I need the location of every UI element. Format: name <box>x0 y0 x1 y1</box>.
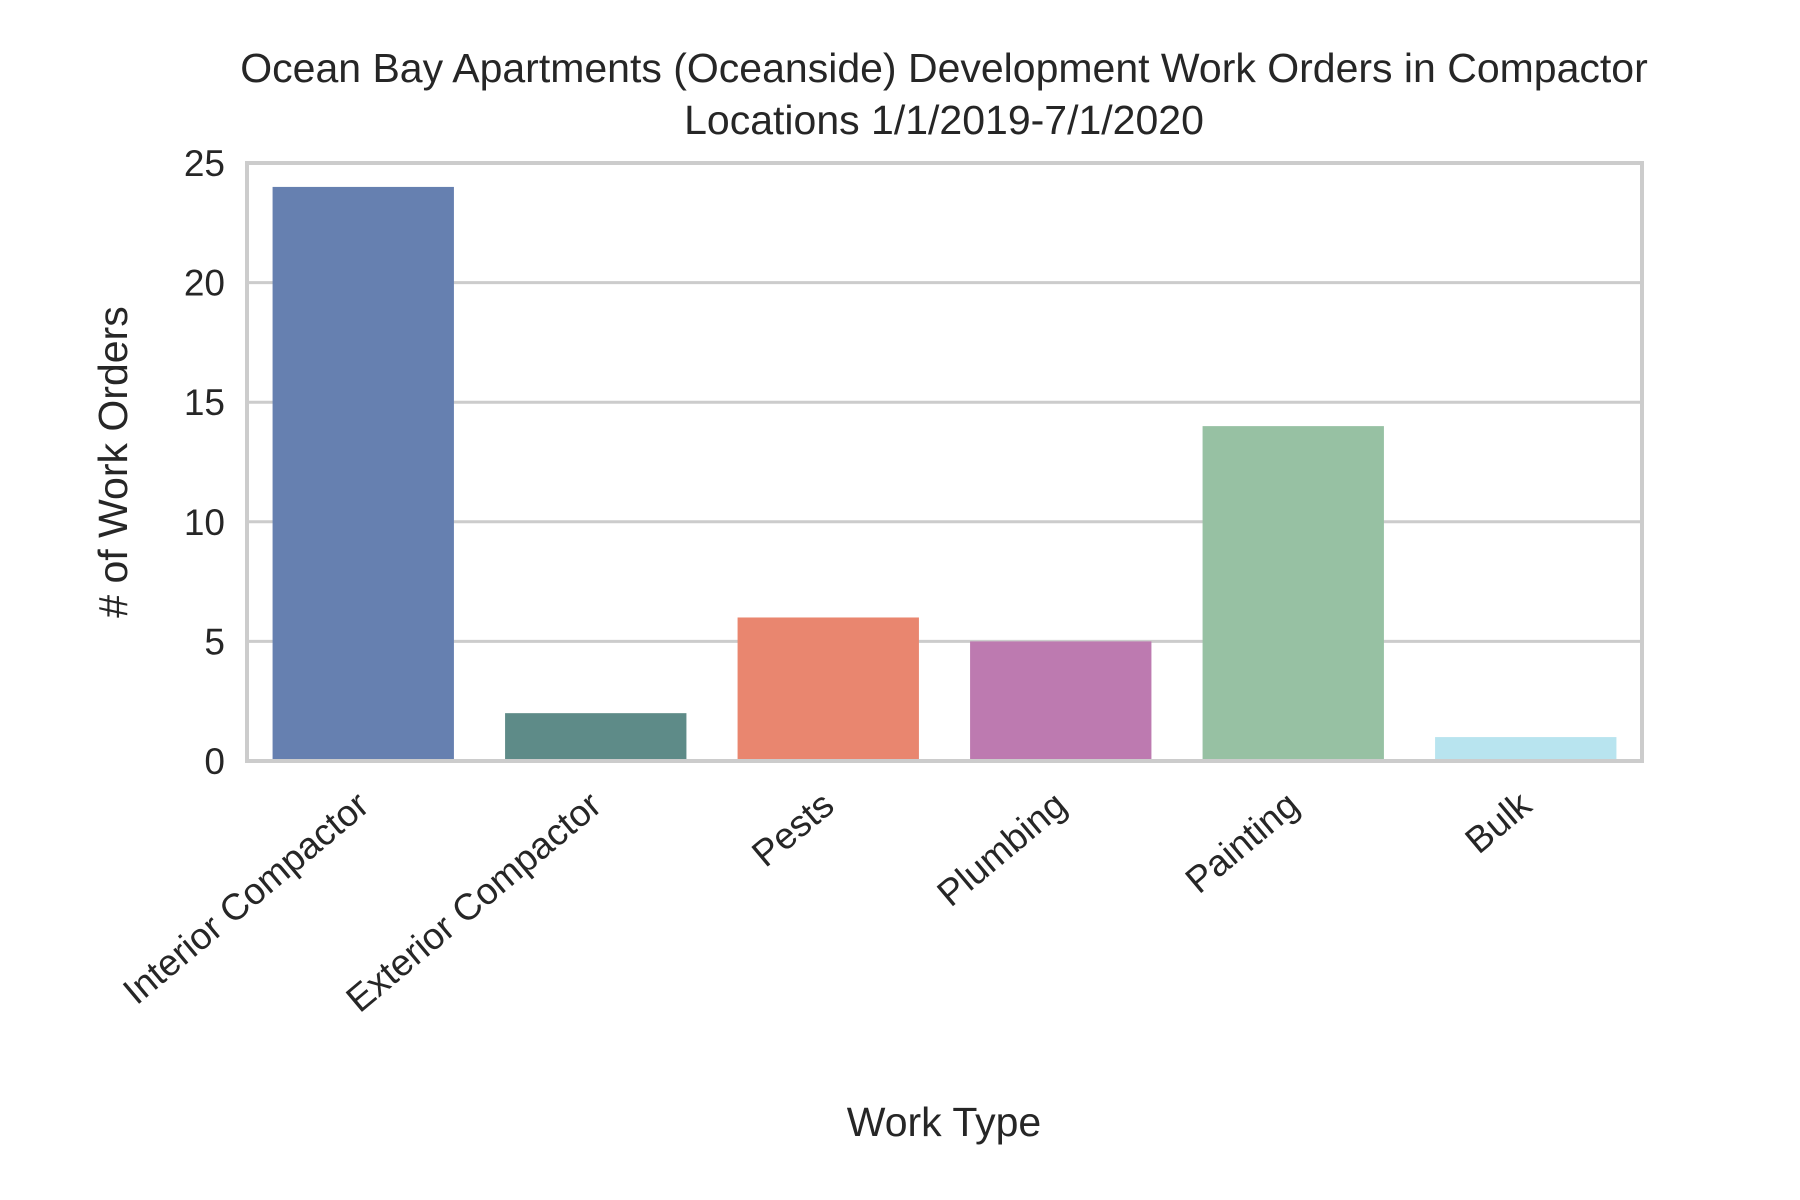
bar-interior-compactor <box>272 186 454 762</box>
x-tick-label: Painting <box>1178 784 1307 901</box>
y-tick-label: 20 <box>184 263 225 304</box>
bar-pests <box>737 617 919 761</box>
chart-title-line-2: Locations 1/1/2019-7/1/2020 <box>684 97 1204 143</box>
y-tick-label: 25 <box>184 143 225 184</box>
y-tick-label: 15 <box>184 382 225 423</box>
y-tick-label: 5 <box>204 621 225 662</box>
x-tick-label: Plumbing <box>929 784 1074 915</box>
y-tick-labels: 0 5 10 15 20 25 <box>184 143 225 782</box>
y-tick-label: 10 <box>184 502 225 543</box>
x-tick-label: Pests <box>744 784 841 875</box>
x-tick-label: Exterior Compactor <box>338 784 609 1020</box>
x-tick-label: Bulk <box>1457 783 1539 861</box>
bar-painting <box>1202 426 1384 761</box>
y-axis-label: # of Work Orders <box>90 306 136 617</box>
y-tick-label: 0 <box>204 741 225 782</box>
bars <box>272 186 1617 762</box>
x-axis-label: Work Type <box>847 1099 1041 1145</box>
bar-exterior-compactor <box>505 713 687 761</box>
chart-title-line-1: Ocean Bay Apartments (Oceanside) Develop… <box>240 45 1648 91</box>
y-gridlines <box>247 281 1642 643</box>
bar-plumbing <box>970 641 1152 761</box>
x-tick-label: Interior Compactor <box>115 784 376 1012</box>
bar-bulk <box>1435 737 1617 761</box>
plot-frame <box>245 161 1644 763</box>
